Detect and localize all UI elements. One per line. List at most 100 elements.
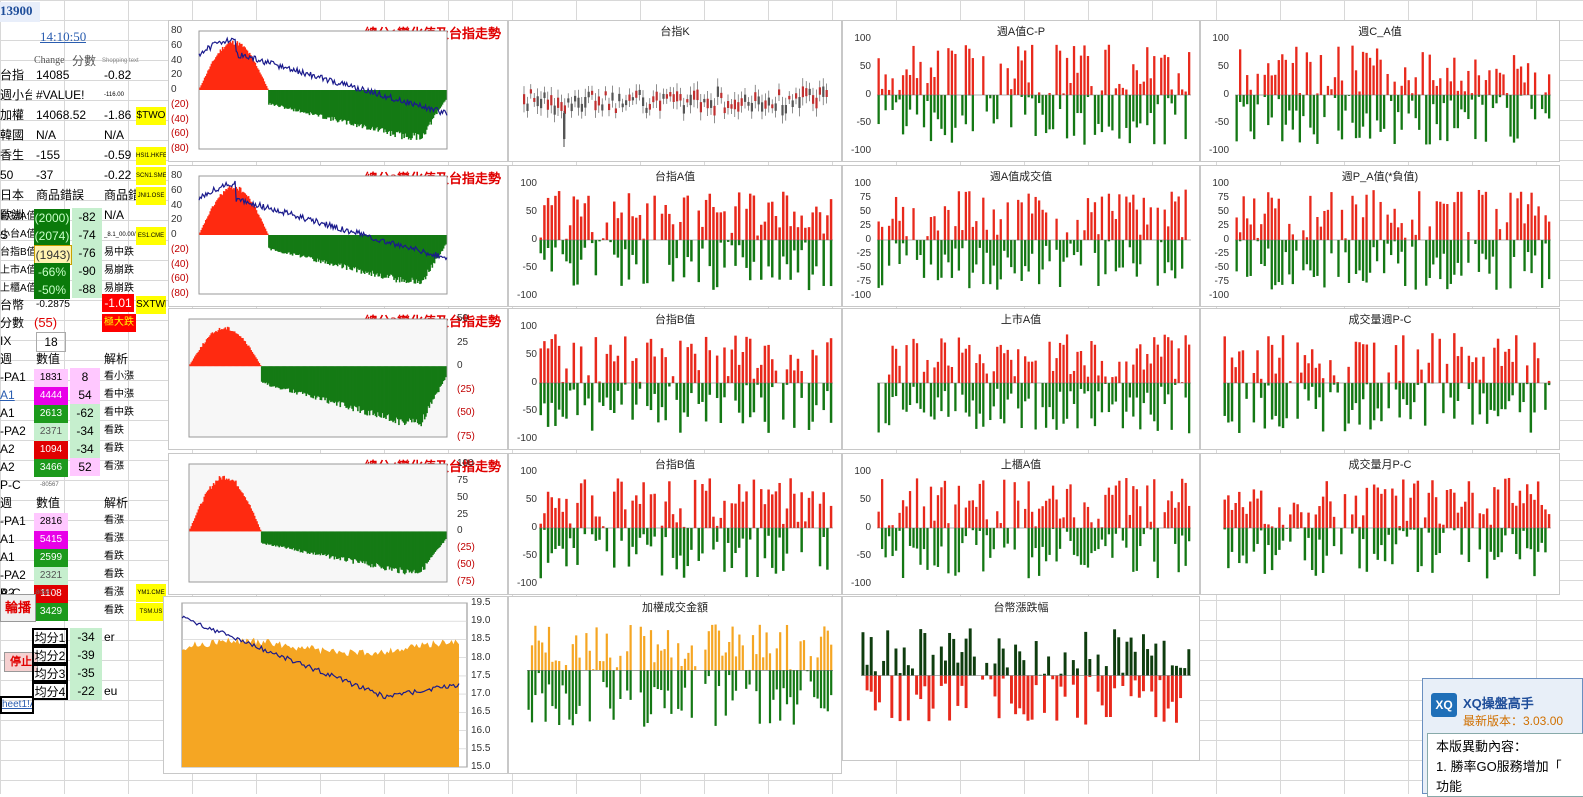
bar-down [1045,383,1047,428]
bar-down [687,528,689,566]
chart-weighted-turnover[interactable]: 加權成交金額 [508,596,842,774]
big-chart-4[interactable]: 總分4變化值及台指走勢1007550250(25)(50)(75) [168,453,508,595]
rotate-button[interactable]: 輪播 [0,594,36,622]
chart-week-volume-pc[interactable]: 成交量週P-C [1200,308,1560,450]
big-chart-2[interactable]: 總分2變化值及台指走勢806040200(20)(40)(60)(80) [168,165,508,307]
chart-tx-k[interactable]: 台指K [508,20,842,162]
bar-up [1278,507,1280,528]
bar-up [1238,351,1240,383]
bar-down [630,670,632,700]
bar-down [1167,676,1170,709]
bar-down [1372,240,1374,247]
bar-up [584,203,586,240]
bar-down [994,676,997,697]
chart-month-volume-pc[interactable]: 成交量月P-C [1200,453,1560,595]
bar-down [1087,383,1089,391]
vix-chart[interactable]: VIX19.519.018.518.017.517.016.516.015.51… [163,596,508,774]
bar-up [1257,238,1259,240]
bar-up [1017,200,1019,240]
bar-up [1267,524,1269,528]
candle [758,96,760,104]
bar-up [1377,488,1379,528]
bar-up [1111,211,1113,240]
bar-down [1028,95,1030,97]
bar-down [810,670,812,681]
chart-listed-a[interactable]: 上市A值 [842,308,1200,450]
bar-up [1490,525,1492,528]
bar-up [1271,198,1273,240]
sheet-link[interactable]: heet1!A1 [0,696,34,714]
bar-down [1080,383,1082,389]
bar-up [930,67,932,95]
bar-down [968,240,970,288]
bar-down [1185,383,1187,398]
bar-up [1150,364,1152,383]
bar-up [1428,363,1430,383]
bar-up [968,49,970,95]
clock-time[interactable]: 14:10:50 [40,28,86,46]
chart-twd-change[interactable]: 台幣漲跌幅 [842,596,1200,761]
bar-down [1415,95,1417,118]
row-value: 14068.52 [36,106,96,124]
xq-update-popup[interactable]: XQ XQ操盤高手 最新版本：3.03.00 本版異動內容： 1. 勝率GO服務… [1422,678,1583,794]
bar-up [1048,342,1050,383]
bar-up [1311,349,1313,383]
bar-up [1250,90,1252,95]
bar-up [1002,649,1005,676]
y-tick-label: -25 [845,248,871,259]
bar-down [965,95,967,124]
row-value: #VALUE! [36,86,96,104]
bar-down [961,95,963,115]
bar-down [1125,528,1127,548]
bar-up [1460,81,1462,95]
bar-down [1157,240,1159,286]
bar-up [808,227,810,240]
bar-up [759,625,761,670]
bar-up [1031,512,1033,528]
bar-up [1548,514,1550,528]
bar-down [1429,240,1431,278]
bar-down [548,670,550,684]
bar-down [1285,383,1287,418]
bar-up [1090,522,1092,528]
row-score: -0.59 [104,146,136,164]
y-tick-label: 0 [511,234,537,245]
bar-down [912,383,914,387]
row-score: -1.86 [104,106,136,124]
big-chart-1[interactable]: 總分1變化值及台指走勢806040200(20)(40)(60)(80) [168,20,508,162]
cell-code[interactable]: 13900 [0,2,40,22]
bar-up [1224,336,1226,383]
y-tick-label: (40) [171,114,189,125]
bar-up [764,504,766,528]
bar-down [1041,528,1043,547]
bar-up [635,495,637,528]
bar-up [800,492,802,528]
bar-down [708,670,710,676]
bar-up [1467,71,1469,95]
candle [574,96,576,102]
bar-up [694,666,696,670]
bar-down [902,528,904,578]
bar-up [1017,349,1019,383]
bar-down [775,528,777,574]
candle [567,98,569,102]
bar-up [1105,666,1108,675]
bar-down [1062,240,1064,262]
bar-up [602,661,604,670]
bar-up [1446,204,1448,240]
bar-down [1442,383,1444,413]
big-chart-3[interactable]: 總分3變化值及台指走勢50250(25)(50)(75) [168,308,508,450]
bar-down [668,240,670,265]
bar-up [1003,480,1005,528]
bar-down [1105,676,1108,718]
bar-up [1097,234,1099,240]
bar-up [1355,70,1357,95]
